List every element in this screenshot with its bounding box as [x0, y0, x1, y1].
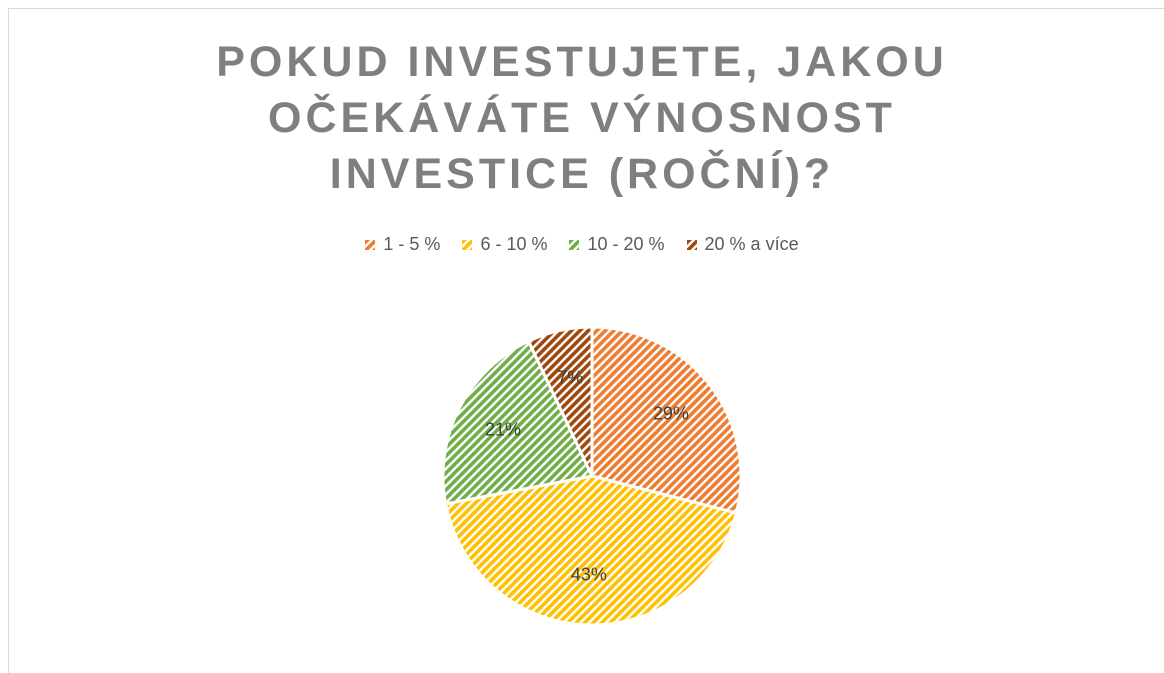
- legend-item: 1 - 5 %: [365, 234, 440, 255]
- chart-frame: [8, 8, 1164, 673]
- data-label: 43%: [571, 565, 607, 585]
- legend-swatch: [462, 239, 473, 250]
- pie-slice: [443, 474, 739, 627]
- legend-swatch: [569, 239, 580, 250]
- legend-swatch: [365, 239, 376, 250]
- legend-label: 1 - 5 %: [383, 234, 441, 254]
- legend-item: 10 - 20 %: [569, 234, 665, 255]
- data-label: 21%: [485, 419, 521, 439]
- legend-label: 6 - 10 %: [480, 234, 548, 254]
- data-label: 29%: [653, 404, 689, 424]
- data-label: 7%: [557, 367, 583, 387]
- legend: 1 - 5 % 6 - 10 % 10 - 20 % 20 % a více: [0, 234, 1164, 255]
- pie-slice: [590, 325, 743, 515]
- pie-slice: [526, 325, 594, 477]
- legend-label: 20 % a více: [704, 234, 799, 254]
- chart-title: POKUD INVESTUJETE, JAKOU OČEKÁVÁTE VÝNOS…: [216, 38, 948, 198]
- legend-item: 6 - 10 %: [462, 234, 547, 255]
- legend-item: 20 % a více: [686, 234, 799, 255]
- legend-label: 10 - 20 %: [587, 234, 665, 254]
- pie-slice: [441, 339, 595, 506]
- legend-swatch: [686, 239, 697, 250]
